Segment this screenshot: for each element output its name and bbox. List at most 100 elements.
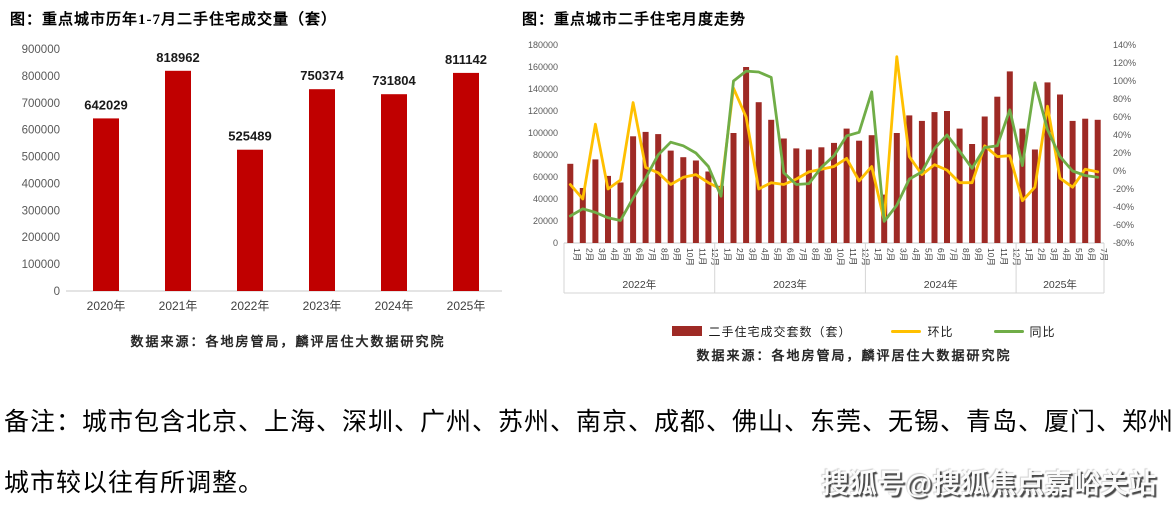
legend-mom-line-swatch	[891, 329, 922, 333]
left-y-tick-label: 100000	[22, 259, 60, 271]
monthly-bar	[956, 128, 963, 243]
annual-x-tick-label: 2022年	[231, 299, 270, 313]
note-line-1: 备注：城市包含北京、上海、深圳、广州、苏州、南京、成都、佛山、东莞、无锡、青岛、…	[4, 409, 1171, 436]
monthly-bar	[642, 131, 649, 243]
monthly-bar	[1069, 120, 1076, 243]
annual-x-tick-label: 2025年	[447, 299, 486, 313]
month-tick-label: 3月	[597, 248, 607, 261]
month-tick-label: 10月	[986, 248, 996, 266]
left-y-tick-label: 200000	[22, 232, 60, 244]
monthly-right-tick-label: 20%	[1113, 148, 1131, 158]
monthly-bar	[1082, 118, 1089, 243]
monthly-bar	[893, 133, 900, 243]
legend-volume-label: 二手住宅成交套数（套）	[708, 324, 852, 339]
monthly-bar	[1057, 94, 1063, 243]
monthly-bar	[730, 133, 737, 243]
year-group-label: 2025年	[1043, 278, 1077, 291]
monthly-bar	[831, 142, 837, 243]
annual-bar-chart-svg: 0 100000 200000 300000 400000 500000 600000 700…	[22, 44, 502, 313]
month-tick-label: 3月	[748, 248, 758, 261]
month-tick-label: 4月	[1062, 248, 1072, 261]
monthly-bar	[856, 140, 863, 243]
month-tick-label: 1月	[873, 248, 883, 261]
monthly-chart-panel: 图：重点城市二手住宅月度走势 0 20000 40000 60000 80000 1000…	[520, 6, 1168, 364]
monthly-chart: 0 20000 40000 60000 80000 100000 120000 140000 1…	[520, 33, 1168, 297]
monthly-right-tick-label: -80%	[1113, 238, 1134, 248]
monthly-bar	[1044, 82, 1051, 244]
monthly-right-tick-label: -40%	[1113, 202, 1134, 212]
monthly-bar	[579, 188, 586, 243]
monthly-right-tick-label: -20%	[1113, 184, 1134, 194]
monthly-right-tick-label: -60%	[1113, 220, 1134, 230]
annual-bar	[309, 89, 335, 291]
monthly-bar	[567, 163, 574, 243]
month-tick-label: 7月	[949, 248, 959, 261]
legend-yoy-label: 同比	[1029, 324, 1056, 339]
monthly-bar	[667, 150, 674, 243]
month-tick-label: 10月	[836, 248, 846, 266]
month-tick-label: 6月	[785, 248, 795, 261]
month-tick-label: 7月	[647, 248, 657, 261]
month-tick-label: 9月	[974, 248, 984, 261]
annual-bar	[237, 149, 263, 291]
left-y-tick-label: 900000	[22, 44, 60, 56]
annual-bar	[453, 72, 479, 292]
month-tick-label: 8月	[961, 248, 971, 261]
month-tick-label: 8月	[810, 248, 820, 261]
legend-yoy-line-swatch	[993, 329, 1024, 333]
month-tick-label: 1月	[723, 248, 733, 261]
monthly-bar	[994, 96, 1001, 243]
month-tick-label: 3月	[1049, 248, 1059, 261]
monthly-bar	[969, 144, 976, 243]
month-tick-label: 2月	[735, 248, 745, 261]
watermark: 搜狐号@搜狐焦点嘉峪关站	[821, 469, 1157, 499]
month-tick-label: 5月	[923, 248, 933, 261]
left-y-tick-label: 400000	[22, 178, 60, 190]
legend-bar-swatch	[672, 326, 703, 336]
monthly-bar	[630, 136, 637, 243]
monthly-right-tick-label: 60%	[1113, 112, 1131, 122]
year-group-label: 2024年	[924, 278, 958, 291]
month-tick-label: 5月	[622, 248, 632, 261]
monthly-right-tick-label: 120%	[1113, 58, 1136, 68]
monthly-bar	[793, 148, 800, 243]
monthly-right-tick-label: 140%	[1113, 40, 1136, 50]
month-tick-label: 4月	[760, 248, 770, 261]
month-tick-label: 6月	[1087, 248, 1097, 261]
monthly-bar	[755, 102, 762, 243]
month-tick-label: 4月	[610, 248, 620, 261]
left-y-tick-label: 0	[54, 286, 60, 298]
monthly-left-tick-label: 100000	[528, 128, 558, 138]
note-line-2: 城市较以往有所调整。	[4, 470, 265, 497]
month-tick-label: 1月	[1024, 248, 1034, 261]
monthly-bar	[655, 134, 662, 243]
chart-legend: 二手住宅成交套数（套） 环比 同比	[520, 323, 1168, 339]
yoy-line	[568, 69, 1100, 223]
month-tick-label: 3月	[898, 248, 908, 261]
monthly-right-tick-label: 0%	[1113, 166, 1126, 176]
annual-bar-value-label: 811142	[445, 52, 487, 67]
annual-bar-value-label: 525489	[228, 129, 271, 144]
monthly-left-tick-label: 160000	[528, 62, 558, 72]
monthly-left-tick-label: 60000	[533, 172, 558, 182]
monthly-left-tick-label: 180000	[528, 40, 558, 50]
monthly-combo-chart-svg: 0 20000 40000 60000 80000 100000 120000 140000 1…	[528, 40, 1136, 294]
month-tick-label: 2月	[886, 248, 896, 261]
monthly-bar	[944, 111, 950, 243]
annual-bar	[93, 118, 119, 292]
monthly-bar	[705, 171, 712, 243]
monthly-bar	[718, 185, 724, 243]
monthly-bar	[931, 112, 938, 243]
month-tick-label: 1月	[572, 248, 582, 261]
legend-mom-label: 环比	[927, 324, 954, 339]
annual-bar-value-label: 818962	[156, 50, 199, 65]
monthly-bar	[868, 135, 875, 243]
annual-bar-value-label: 750374	[300, 68, 344, 83]
annual-chart-title: 图：重点城市历年1-7月二手住宅成交量（套）	[10, 12, 337, 28]
month-tick-label: 11月	[999, 248, 1009, 265]
month-tick-label: 4月	[911, 248, 921, 261]
monthly-left-tick-label: 0	[553, 238, 558, 248]
monthly-right-tick-label: 100%	[1113, 76, 1136, 86]
month-tick-label: 6月	[936, 248, 946, 261]
monthly-right-tick-label: 40%	[1113, 130, 1131, 140]
